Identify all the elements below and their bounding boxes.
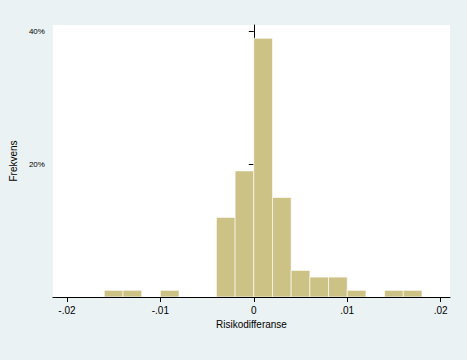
svg-text:0: 0: [251, 305, 257, 316]
svg-text:20%: 20%: [29, 160, 45, 169]
svg-text:-.02: -.02: [58, 305, 76, 316]
svg-text:Frekvens: Frekvens: [8, 140, 19, 181]
svg-text:-.01: -.01: [152, 305, 170, 316]
svg-text:.02: .02: [434, 305, 448, 316]
svg-text:Risikodifferanse: Risikodifferanse: [216, 319, 287, 330]
svg-text:.01: .01: [340, 305, 354, 316]
svg-text:40%: 40%: [29, 27, 45, 36]
